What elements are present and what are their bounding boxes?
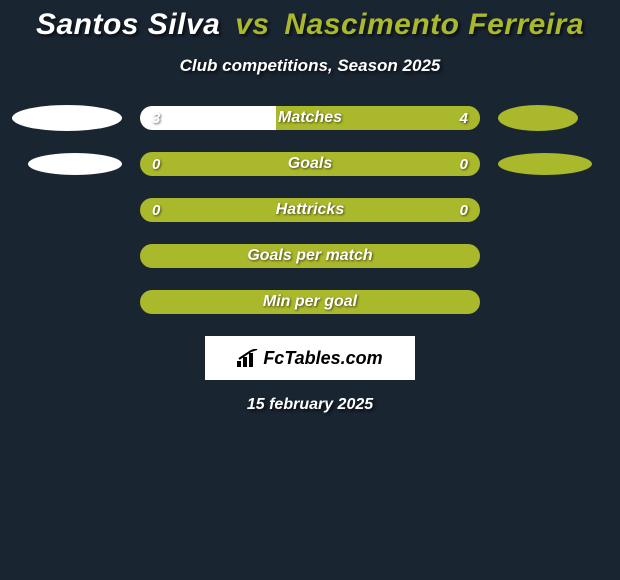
stat-row: Min per goal bbox=[0, 290, 620, 314]
player1-name: Santos Silva bbox=[36, 8, 220, 41]
stat-bar: 34Matches bbox=[140, 106, 480, 130]
stat-label: Goals per match bbox=[140, 244, 480, 268]
page-title: Santos Silva vs Nascimento Ferreira bbox=[0, 8, 620, 42]
stat-row: 34Matches bbox=[0, 106, 620, 130]
comparison-infographic: Santos Silva vs Nascimento Ferreira Club… bbox=[0, 0, 620, 414]
stat-row: 00Hattricks bbox=[0, 198, 620, 222]
stat-label: Min per goal bbox=[140, 290, 480, 314]
stat-bar: 00Hattricks bbox=[140, 198, 480, 222]
stat-bar: Goals per match bbox=[140, 244, 480, 268]
stat-label: Goals bbox=[140, 152, 480, 176]
logo: FcTables.com bbox=[237, 348, 382, 369]
vs-label: vs bbox=[235, 8, 269, 41]
date-label: 15 february 2025 bbox=[0, 396, 620, 414]
stat-bar: Min per goal bbox=[140, 290, 480, 314]
stat-row: 00Goals bbox=[0, 152, 620, 176]
stat-label: Matches bbox=[140, 106, 480, 130]
stat-row: Goals per match bbox=[0, 244, 620, 268]
player2-ellipse bbox=[498, 153, 592, 175]
player1-ellipse bbox=[12, 105, 122, 131]
logo-text: FcTables.com bbox=[263, 348, 382, 369]
player2-name: Nascimento Ferreira bbox=[284, 8, 584, 41]
logo-box: FcTables.com bbox=[205, 336, 415, 380]
player1-ellipse bbox=[28, 153, 122, 175]
stat-label: Hattricks bbox=[140, 198, 480, 222]
stat-bar: 00Goals bbox=[140, 152, 480, 176]
stat-rows: 34Matches 00Goals 00Hattricks Goals per mat… bbox=[0, 106, 620, 314]
player2-ellipse bbox=[498, 105, 578, 131]
subtitle: Club competitions, Season 2025 bbox=[0, 56, 620, 76]
chart-icon bbox=[237, 349, 259, 367]
